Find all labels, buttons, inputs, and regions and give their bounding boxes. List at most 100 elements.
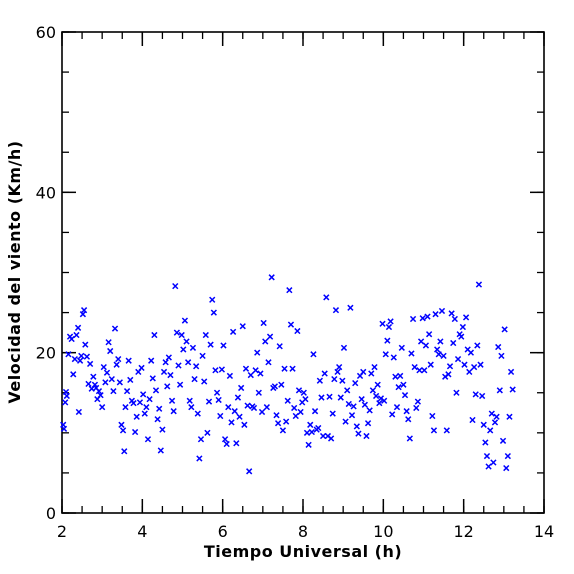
data-point — [148, 357, 155, 364]
data-point-stroke — [186, 397, 193, 404]
data-point — [424, 313, 431, 320]
data-point-stroke — [291, 404, 298, 412]
data-point-stroke — [307, 421, 314, 428]
data-point-stroke — [93, 384, 100, 392]
data-point — [225, 404, 232, 411]
data-point-stroke — [308, 428, 315, 436]
data-point — [493, 413, 500, 420]
data-point-stroke — [254, 349, 261, 356]
x-tick-label: 14 — [534, 522, 554, 541]
data-point — [65, 351, 72, 358]
data-point-stroke — [507, 368, 515, 376]
data-point-stroke — [337, 394, 344, 401]
data-point-stroke — [82, 341, 89, 348]
data-point — [501, 326, 508, 333]
data-point — [71, 355, 78, 363]
data-point-stroke — [448, 310, 455, 317]
data-point — [100, 363, 107, 371]
data-point-stroke — [157, 447, 164, 454]
data-point — [401, 392, 409, 399]
data-point — [140, 391, 147, 398]
data-point — [220, 342, 227, 349]
data-point-stroke — [95, 388, 103, 395]
data-point-stroke — [381, 397, 388, 404]
data-point — [278, 381, 285, 388]
data-point — [446, 363, 454, 370]
data-point-stroke — [326, 393, 333, 400]
data-point — [507, 368, 515, 376]
data-point-stroke — [303, 429, 311, 436]
data-point-stroke — [121, 448, 128, 455]
data-point-stroke — [65, 351, 72, 358]
data-point — [331, 375, 338, 383]
data-point-stroke — [83, 353, 91, 360]
data-point-stroke — [210, 309, 217, 316]
y-tick-labels: 0 20 40 60 — [36, 23, 56, 523]
data-point-stroke — [453, 389, 460, 396]
data-point — [170, 408, 177, 415]
data-point-stroke — [75, 408, 83, 416]
data-point — [315, 424, 322, 432]
data-point — [217, 412, 224, 420]
data-point-stroke — [385, 323, 393, 331]
data-point — [60, 425, 68, 432]
data-point-stroke — [421, 367, 428, 374]
data-point — [421, 367, 428, 374]
data-point-stroke — [289, 365, 296, 372]
data-point-stroke — [167, 371, 174, 379]
data-point — [334, 368, 341, 376]
data-point — [406, 435, 413, 442]
data-point-stroke — [263, 404, 270, 411]
data-point — [326, 393, 333, 400]
x-tick-labels: 2 4 6 8 10 12 14 — [57, 522, 554, 541]
data-point-stroke — [364, 420, 372, 427]
data-point — [440, 352, 447, 360]
data-point — [364, 420, 372, 427]
data-point-stroke — [181, 317, 189, 324]
data-point-stroke — [173, 329, 181, 336]
data-point — [419, 315, 426, 322]
x-tick-label: 8 — [298, 522, 308, 541]
x-tick-label: 2 — [57, 522, 67, 541]
data-point — [414, 398, 422, 405]
data-point — [107, 347, 114, 355]
data-point-stroke — [318, 394, 325, 401]
data-point-stroke — [336, 363, 343, 371]
data-point — [105, 339, 112, 346]
data-point-stroke — [305, 441, 312, 448]
data-point — [213, 389, 221, 396]
data-point — [102, 379, 109, 386]
data-point — [369, 387, 377, 394]
data-point — [180, 346, 187, 353]
data-point-stroke — [140, 391, 147, 398]
data-point — [506, 413, 513, 420]
data-point — [282, 418, 290, 425]
data-point-stroke — [409, 315, 417, 323]
data-point — [477, 361, 484, 368]
data-point — [131, 428, 139, 436]
data-point-stroke — [477, 361, 484, 368]
data-point-stroke — [118, 421, 125, 428]
data-point — [252, 367, 259, 374]
data-point-stroke — [268, 274, 275, 281]
data-point — [99, 404, 106, 411]
data-point — [327, 435, 335, 442]
data-point — [363, 432, 370, 440]
data-point-stroke — [509, 386, 516, 393]
data-point — [308, 428, 315, 436]
data-point-stroke — [80, 307, 88, 314]
data-point — [234, 394, 242, 401]
data-point — [183, 338, 190, 345]
data-point-stroke — [223, 440, 230, 448]
data-point — [241, 421, 248, 428]
data-point — [111, 325, 119, 332]
data-point-stroke — [125, 357, 132, 364]
data-point — [318, 394, 325, 401]
data-point — [123, 388, 131, 395]
data-point-stroke — [123, 388, 131, 395]
data-point — [242, 365, 250, 372]
x-tick-label: 12 — [453, 522, 473, 541]
data-point-stroke — [493, 413, 500, 420]
data-point — [445, 371, 452, 378]
data-point-stroke — [197, 436, 205, 443]
